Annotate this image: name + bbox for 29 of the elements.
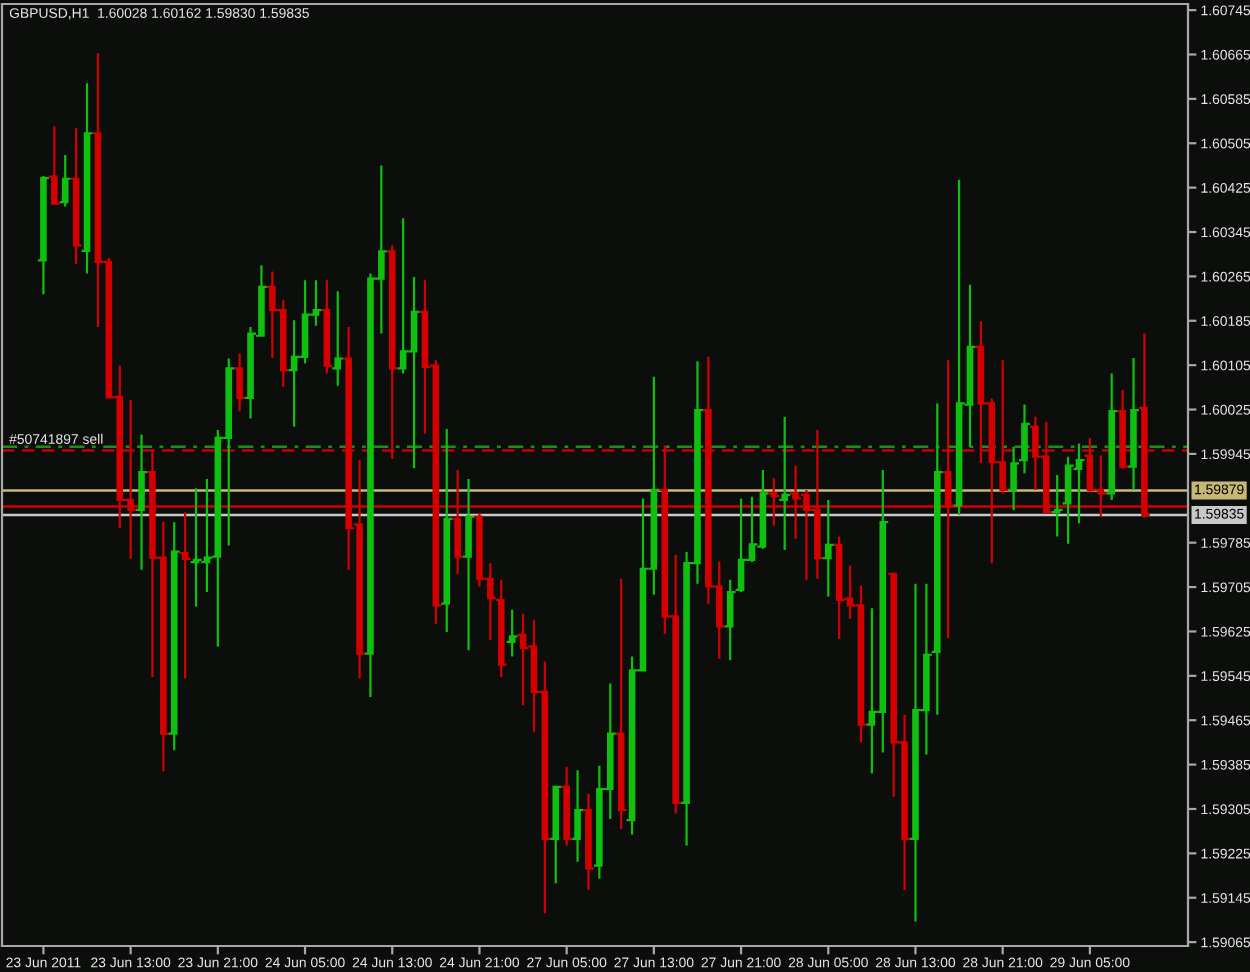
candlestick [930,402,944,716]
candlestick [167,521,181,752]
candlestick [821,498,835,598]
candlestick [69,127,83,265]
candlestick [385,244,399,461]
candlestick [1126,356,1141,492]
candlestick [440,427,454,634]
candlestick [1116,389,1130,471]
candlestick [36,174,50,296]
candlestick [581,792,596,892]
candlestick [1007,445,1021,512]
candlestick [47,125,61,205]
candlestick [461,477,476,652]
candlestick [58,153,72,208]
candlestick [560,765,574,847]
candlestick [178,511,192,680]
candlestick [505,608,519,658]
candlestick [1017,403,1032,475]
candlestick [614,577,628,831]
candlestick [571,769,585,863]
candlestick [1105,372,1119,502]
candlestick [778,415,792,551]
candlestick [331,290,345,387]
candlestick [233,352,247,413]
candlestick [549,784,563,885]
candlestick [134,433,149,571]
candlestick [1050,473,1064,538]
candlestick [494,578,508,679]
candlestick [723,578,737,662]
